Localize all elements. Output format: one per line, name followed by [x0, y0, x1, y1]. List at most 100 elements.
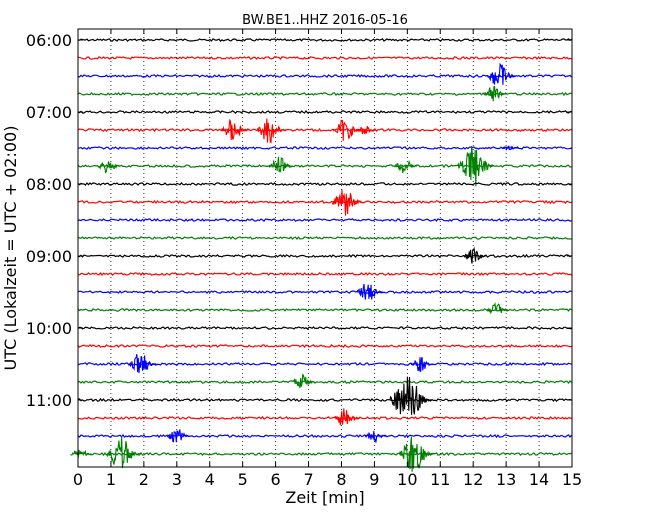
trace-row: [77, 145, 572, 187]
x-tick-label: 10: [397, 470, 417, 489]
trace-line: [77, 326, 572, 330]
trace-line: [77, 308, 572, 312]
seismic-event: [482, 85, 506, 102]
x-tick-label: 8: [336, 470, 346, 489]
seismic-event: [487, 62, 517, 85]
trace-row: [77, 56, 572, 61]
trace-line: [77, 361, 572, 367]
trace-row: [78, 272, 572, 277]
trace-row: [77, 38, 572, 42]
seismic-event: [166, 429, 190, 443]
x-tick-label: 7: [303, 470, 313, 489]
x-tick-label: 5: [238, 470, 248, 489]
seismic-event: [356, 283, 384, 300]
trace-line: [77, 146, 572, 150]
trace-row: [77, 326, 572, 330]
trace-line: [77, 236, 572, 241]
trace-row: [77, 218, 572, 223]
x-tick-label: 4: [205, 470, 215, 489]
trace-line: [77, 451, 572, 457]
x-tick-label: 1: [106, 470, 116, 489]
chart-title: BW.BE1..HHZ 2016-05-16: [242, 13, 408, 28]
seismic-event: [394, 159, 417, 173]
trace-line: [77, 181, 572, 186]
y-tick-label: 06:00: [26, 31, 72, 50]
seismic-event: [333, 408, 361, 426]
trace-line: [77, 127, 572, 133]
seismic-event: [97, 161, 121, 174]
x-tick-label: 2: [139, 470, 149, 489]
plot-frame: [77, 28, 573, 468]
trace-row: [77, 181, 572, 186]
traces: [70, 38, 572, 472]
seismic-event: [364, 430, 387, 443]
trace-row: [77, 343, 572, 349]
trace-line: [77, 109, 572, 114]
trace-row: [78, 376, 572, 415]
trace-line: [77, 164, 572, 169]
x-tick-label: 12: [463, 470, 483, 489]
trace-row: [70, 435, 572, 472]
trace-row: [77, 62, 572, 85]
trace-row: [77, 373, 572, 388]
trace-line: [77, 434, 572, 439]
seismic-event: [331, 189, 363, 216]
y-tick-label: 09:00: [26, 247, 72, 266]
trace-row: [77, 301, 572, 315]
trace-line: [77, 343, 572, 349]
x-tick-label: 6: [271, 470, 281, 489]
y-tick-label: 10:00: [26, 319, 72, 338]
x-tick-label: 9: [369, 470, 379, 489]
x-axis-label: Zeit [min]: [285, 488, 364, 507]
ticks: 0 1 2 3 4 5 6 7 8 9 10 11 12 13 14 1506:0007:0008:0009:…: [26, 29, 582, 489]
trace-row: [77, 429, 572, 443]
trace-row: [77, 236, 572, 241]
seismic-event: [268, 156, 293, 174]
trace-line: [77, 73, 572, 78]
x-tick-label: 3: [172, 470, 182, 489]
trace-line: [77, 253, 572, 259]
x-tick-label: 13: [496, 470, 516, 489]
seismic-event: [292, 373, 315, 388]
trace-line: [78, 272, 572, 277]
seismic-event: [486, 301, 509, 315]
trace-row: [77, 145, 572, 151]
seismic-event: [106, 435, 140, 469]
trace-line: [77, 91, 572, 97]
trace-line: [77, 380, 572, 385]
trace-row: [77, 283, 572, 300]
trace-line: [77, 218, 572, 223]
seismic-event: [355, 125, 376, 135]
trace-line: [77, 56, 572, 61]
grid-lines: [110, 29, 540, 467]
x-tick-label: 0: [73, 470, 83, 489]
seismic-event: [389, 376, 432, 415]
y-tick-label: 11:00: [26, 391, 72, 410]
trace-line: [77, 199, 572, 205]
trace-row: [77, 353, 572, 374]
trace-row: [77, 109, 572, 114]
seismic-event: [70, 449, 92, 458]
y-tick-label: 08:00: [26, 175, 72, 194]
seismic-event: [221, 118, 249, 141]
trace-row: [77, 118, 572, 144]
seismic-event: [256, 118, 286, 144]
trace-line: [77, 38, 572, 42]
trace-row: [77, 85, 572, 102]
trace-line: [77, 289, 572, 294]
trace-row: [77, 246, 572, 264]
trace-row: [77, 408, 572, 426]
trace-line: [78, 397, 572, 403]
trace-row: [77, 189, 572, 216]
seismic-event: [463, 246, 487, 264]
y-tick-label: 07:00: [26, 103, 72, 122]
y-axis-label: UTC (Lokalzeit = UTC + 02:00): [1, 126, 20, 371]
x-tick-label: 14: [529, 470, 549, 489]
seismic-event: [128, 353, 157, 374]
x-tick-label: 11: [430, 470, 450, 489]
x-tick-label: 15: [562, 470, 582, 489]
trace-line: [77, 415, 572, 420]
seismic-event: [457, 145, 495, 187]
seismic-event: [501, 145, 519, 151]
